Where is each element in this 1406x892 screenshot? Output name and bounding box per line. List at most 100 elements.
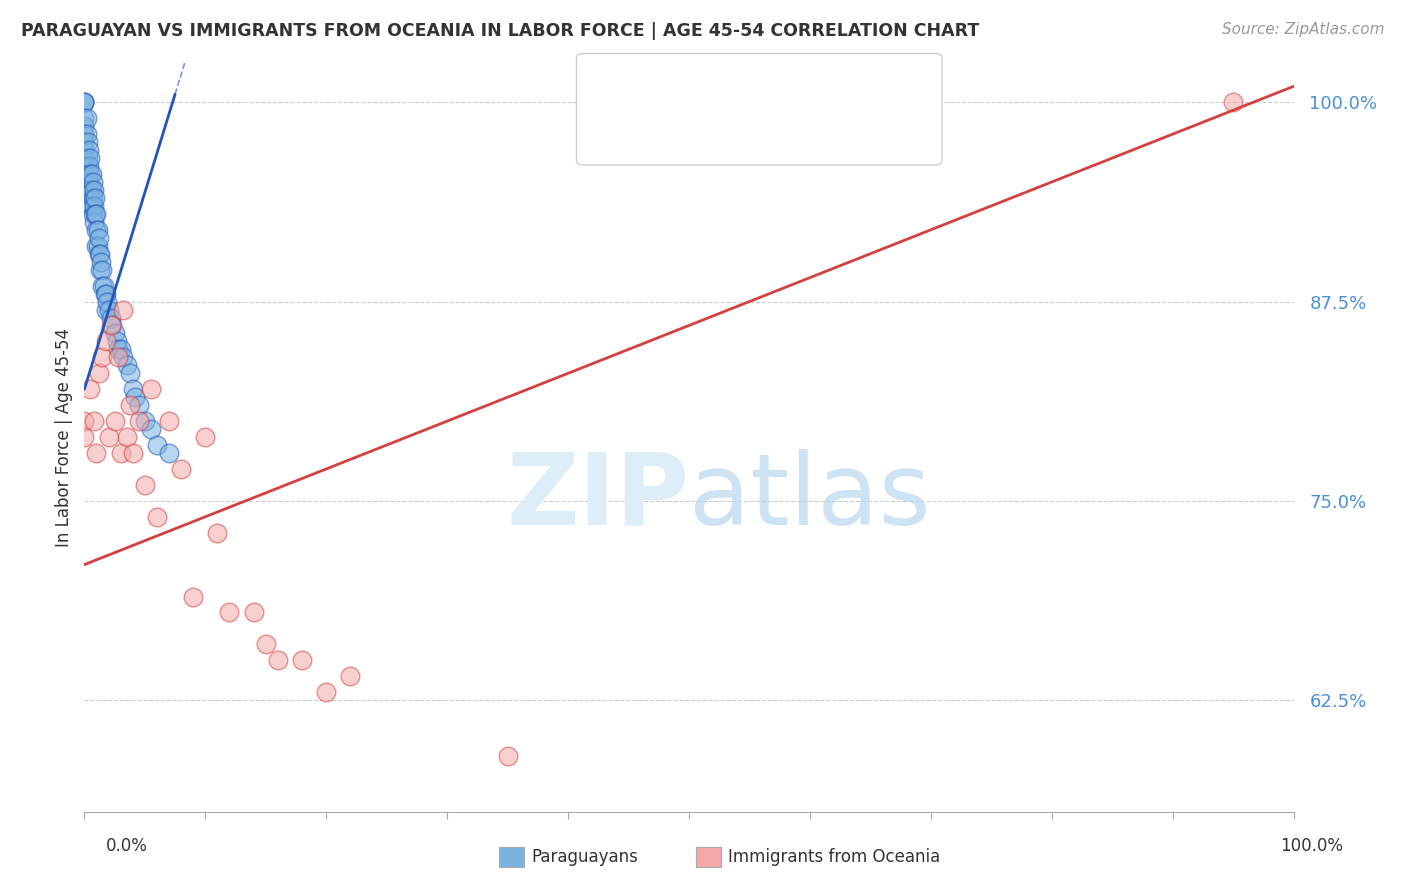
Point xyxy=(267,653,290,667)
Text: Immigrants from Oceania: Immigrants from Oceania xyxy=(728,848,941,866)
Point xyxy=(86,207,108,221)
Point xyxy=(87,367,110,381)
Text: 0.0%: 0.0% xyxy=(105,837,148,855)
Point xyxy=(110,446,132,460)
Text: Source: ZipAtlas.com: Source: ZipAtlas.com xyxy=(1222,22,1385,37)
Text: R =: R = xyxy=(640,78,682,97)
Point xyxy=(80,199,103,213)
Point xyxy=(77,159,100,173)
Point xyxy=(73,159,96,173)
Point xyxy=(107,351,129,365)
Point xyxy=(73,95,96,110)
Point xyxy=(83,414,105,428)
Point xyxy=(87,231,110,245)
Point xyxy=(82,191,104,205)
Point xyxy=(91,351,114,365)
Point xyxy=(77,143,100,157)
Point xyxy=(89,262,111,277)
Point xyxy=(101,318,124,333)
Point xyxy=(73,414,96,428)
Point xyxy=(73,95,96,110)
Point xyxy=(339,669,361,683)
Point xyxy=(91,278,114,293)
Point xyxy=(73,119,96,133)
Point xyxy=(77,175,100,189)
Point xyxy=(90,254,112,268)
Point xyxy=(86,223,108,237)
Point xyxy=(96,294,118,309)
Point xyxy=(82,175,104,189)
Point xyxy=(73,135,96,149)
Text: 35: 35 xyxy=(792,120,818,140)
Point xyxy=(79,167,101,181)
Point xyxy=(86,223,108,237)
Point xyxy=(107,343,129,357)
Text: R =: R = xyxy=(640,120,682,140)
Point xyxy=(120,398,142,412)
Point xyxy=(134,478,156,492)
Point xyxy=(139,422,162,436)
Text: atlas: atlas xyxy=(689,449,931,546)
Point xyxy=(115,359,138,373)
Point xyxy=(128,398,150,412)
Point xyxy=(110,343,132,357)
Point xyxy=(86,446,108,460)
Text: PARAGUAYAN VS IMMIGRANTS FROM OCEANIA IN LABOR FORCE | AGE 45-54 CORRELATION CHA: PARAGUAYAN VS IMMIGRANTS FROM OCEANIA IN… xyxy=(21,22,980,40)
Point xyxy=(1222,95,1244,110)
Point xyxy=(146,438,169,452)
Point xyxy=(170,462,193,476)
Text: 0.250: 0.250 xyxy=(679,78,747,97)
Point xyxy=(207,525,229,540)
Point xyxy=(76,127,98,141)
Point xyxy=(84,191,107,205)
Point xyxy=(84,207,107,221)
Point xyxy=(291,653,314,667)
Point xyxy=(121,382,143,396)
Text: Paraguayans: Paraguayans xyxy=(531,848,638,866)
Point xyxy=(73,127,96,141)
Point xyxy=(94,334,117,349)
Point xyxy=(94,286,117,301)
Point xyxy=(79,199,101,213)
Point xyxy=(83,183,105,197)
Point xyxy=(79,151,101,165)
Point xyxy=(77,151,100,165)
Point xyxy=(79,183,101,197)
Y-axis label: In Labor Force | Age 45-54: In Labor Force | Age 45-54 xyxy=(55,327,73,547)
Point xyxy=(194,430,217,444)
Point xyxy=(100,318,122,333)
Point xyxy=(242,606,264,620)
Point xyxy=(100,310,122,325)
Point xyxy=(73,430,96,444)
Point xyxy=(315,685,337,699)
Point xyxy=(104,414,127,428)
Point xyxy=(73,95,96,110)
Point xyxy=(94,302,117,317)
Point xyxy=(89,246,111,260)
Point xyxy=(112,302,135,317)
Point xyxy=(134,414,156,428)
Text: 0.317: 0.317 xyxy=(679,120,747,140)
Point xyxy=(86,239,108,253)
Point xyxy=(97,302,120,317)
Point xyxy=(91,262,114,277)
Point xyxy=(115,430,138,444)
Point xyxy=(181,590,204,604)
Point xyxy=(120,367,142,381)
Point xyxy=(80,183,103,197)
Point xyxy=(218,606,240,620)
Text: 67: 67 xyxy=(792,78,818,97)
Point xyxy=(73,143,96,157)
Point xyxy=(82,207,104,221)
Point xyxy=(83,215,105,229)
Text: 100.0%: 100.0% xyxy=(1279,837,1343,855)
Point xyxy=(86,239,108,253)
Point xyxy=(104,326,127,341)
Point xyxy=(139,382,162,396)
Point xyxy=(87,246,110,260)
Point xyxy=(93,278,115,293)
Point xyxy=(496,748,519,763)
Point xyxy=(112,351,135,365)
Point xyxy=(80,167,103,181)
Point xyxy=(79,382,101,396)
